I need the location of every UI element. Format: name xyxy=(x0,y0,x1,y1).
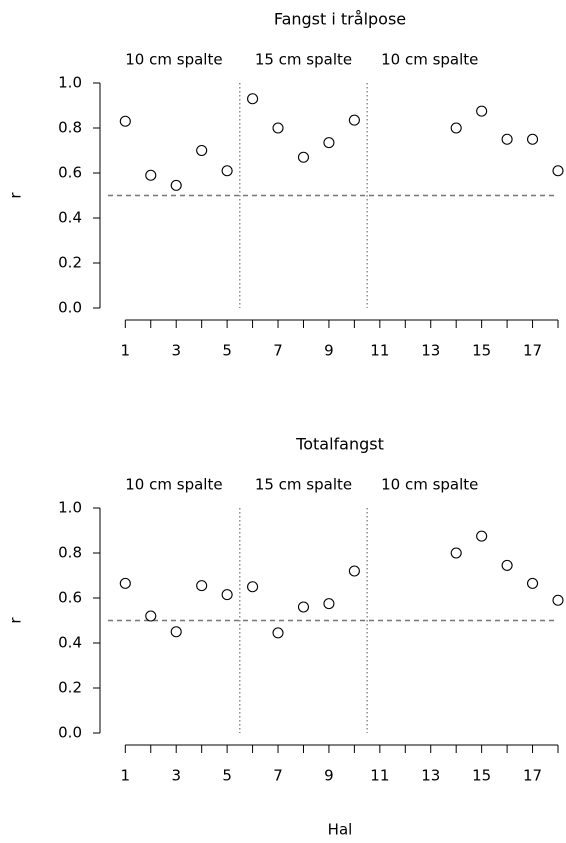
x-tick-label: 1 xyxy=(121,342,131,360)
point xyxy=(247,581,259,593)
point xyxy=(476,530,488,542)
x-tick-label: 1 xyxy=(121,767,131,785)
y-tick-label: 0.0 xyxy=(58,299,82,317)
x-tick-label: 3 xyxy=(171,767,181,785)
point xyxy=(196,144,208,157)
x-tick-label: 17 xyxy=(523,342,542,360)
point xyxy=(526,133,539,145)
point xyxy=(247,93,259,105)
point xyxy=(119,577,131,589)
section-label: 15 cm spalte xyxy=(255,476,352,494)
y-tick-label: 1.0 xyxy=(58,499,82,517)
y-tick-label: 0.6 xyxy=(58,164,82,182)
point xyxy=(221,589,233,601)
section-label: 15 cm spalte xyxy=(255,51,352,69)
x-tick-label: 7 xyxy=(273,767,283,785)
x-tick-label: 9 xyxy=(324,342,334,360)
point xyxy=(552,594,564,606)
point xyxy=(170,626,182,638)
point xyxy=(476,105,488,117)
x-axis-label: Hal xyxy=(328,821,353,839)
point xyxy=(501,133,513,145)
x-tick-label: 5 xyxy=(222,342,232,360)
point xyxy=(297,601,310,613)
x-tick-label: 11 xyxy=(370,767,389,785)
x-tick-label: 11 xyxy=(370,342,389,360)
y-tick-label: 0.8 xyxy=(58,544,82,562)
x-tick-label: 3 xyxy=(171,342,181,360)
point xyxy=(450,547,462,559)
point xyxy=(450,122,462,134)
x-tick-label: 15 xyxy=(472,767,491,785)
point xyxy=(526,577,539,589)
x-tick-label: 5 xyxy=(222,767,232,785)
x-tick-label: 13 xyxy=(421,767,440,785)
x-tick-label: 13 xyxy=(421,342,440,360)
point xyxy=(323,137,335,149)
x-tick-label: 9 xyxy=(324,767,334,785)
point xyxy=(348,114,360,126)
y-tick-label: 0.2 xyxy=(58,254,82,272)
section-label: 10 cm spalte xyxy=(381,51,478,69)
y-axis-label: r xyxy=(7,617,25,624)
y-tick-label: 0.4 xyxy=(58,634,82,652)
y-axis-label: r xyxy=(7,192,25,199)
point xyxy=(145,169,157,181)
section-label: 10 cm spalte xyxy=(125,476,222,494)
point xyxy=(501,559,513,571)
point xyxy=(170,179,182,191)
y-tick-label: 0.2 xyxy=(58,679,82,697)
y-tick-label: 1.0 xyxy=(58,74,82,92)
section-label: 10 cm spalte xyxy=(125,51,222,69)
point xyxy=(552,165,564,177)
point xyxy=(323,598,335,610)
y-tick-label: 0.0 xyxy=(58,724,82,742)
section-label: 10 cm spalte xyxy=(381,476,478,494)
x-tick-label: 17 xyxy=(523,767,542,785)
panel-title: Fangst i trålpose xyxy=(274,10,406,29)
panel-title: Totalfangst xyxy=(295,435,384,454)
point xyxy=(221,165,233,177)
point xyxy=(196,580,208,592)
point xyxy=(272,627,284,639)
point xyxy=(297,151,310,163)
y-tick-label: 0.4 xyxy=(58,209,82,227)
point xyxy=(272,122,284,134)
y-tick-label: 0.6 xyxy=(58,589,82,607)
point xyxy=(119,115,131,127)
x-tick-label: 7 xyxy=(273,342,283,360)
x-tick-label: 15 xyxy=(472,342,491,360)
point xyxy=(145,610,157,622)
point xyxy=(348,565,360,577)
y-tick-label: 0.8 xyxy=(58,119,82,137)
